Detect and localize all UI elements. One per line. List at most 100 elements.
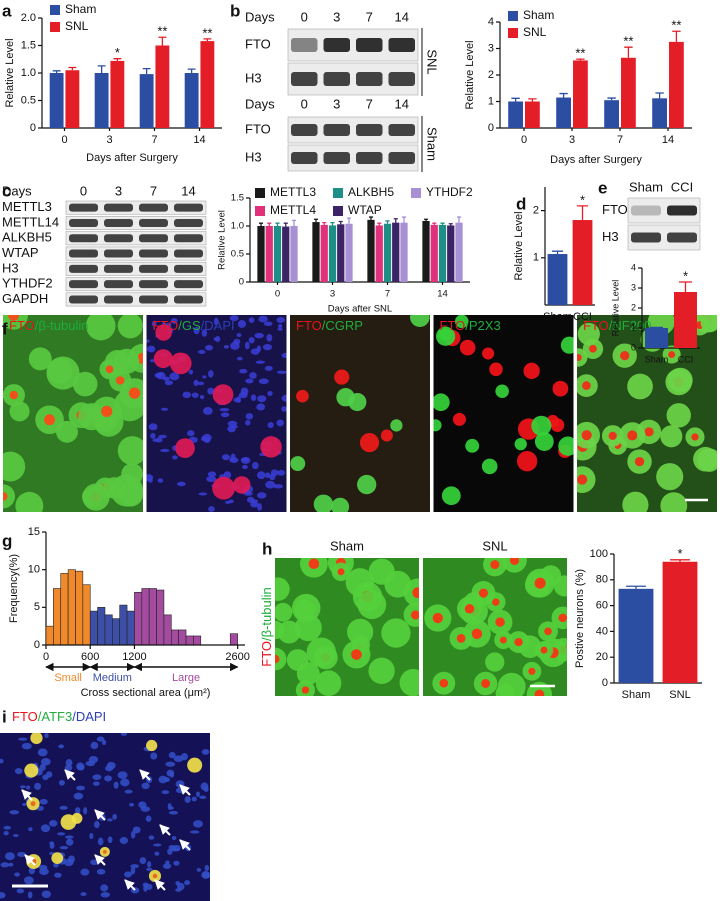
- band: [69, 203, 98, 212]
- nucleus-dot: [239, 368, 248, 374]
- micrograph: [290, 315, 430, 512]
- image-label: FTO/GS/DAPI: [153, 318, 235, 333]
- nucleus-dot: [161, 790, 170, 795]
- cell: [667, 367, 693, 393]
- side-label: Sham: [425, 127, 440, 161]
- band: [323, 124, 350, 136]
- label-part: /DAPI: [72, 709, 106, 724]
- y-tick-label: 0: [602, 677, 608, 689]
- nucleus-dot: [276, 370, 287, 374]
- nucleus-dot: [265, 480, 276, 489]
- cell-nucleus: [464, 604, 475, 614]
- row-label: H3: [245, 70, 262, 85]
- bar: [65, 70, 80, 128]
- blot-header: Days: [245, 9, 275, 24]
- cell-nucleus: [101, 405, 113, 418]
- error-bar: [511, 97, 520, 102]
- y-tick-label: 1: [631, 322, 636, 332]
- error-bar: [258, 222, 264, 226]
- cell-nucleus: [668, 351, 676, 359]
- nucleus-dot: [266, 334, 273, 342]
- nucleus-dot: [58, 779, 65, 786]
- error-bar: [275, 222, 280, 226]
- x-axis-label: Days after Surgery: [86, 152, 178, 164]
- band: [667, 205, 697, 216]
- cell-nucleus: [102, 849, 107, 854]
- nucleus-dot: [193, 379, 199, 386]
- cell-nucleus: [514, 637, 523, 647]
- cell: [465, 438, 480, 453]
- cell: [113, 348, 140, 374]
- lane-label: 0: [80, 183, 87, 198]
- arrow: [154, 879, 166, 891]
- micrograph: [0, 733, 210, 901]
- nucleus-dot: [146, 474, 154, 481]
- nucleus-dot: [58, 744, 65, 749]
- cell: [290, 456, 306, 472]
- x-tick-label: Sham: [645, 354, 669, 364]
- y-tick-label: 15: [28, 526, 40, 538]
- band: [104, 234, 133, 243]
- nucleus-dot: [244, 341, 250, 350]
- histogram-bar: [53, 588, 62, 646]
- legend-swatch: [411, 188, 421, 198]
- label-part: /DAPI: [201, 318, 235, 333]
- cell: [410, 315, 430, 328]
- nucleus-dot: [201, 749, 210, 755]
- nucleus-dot: [267, 422, 274, 429]
- nucleus-dot: [104, 775, 113, 782]
- blot-strip: [65, 292, 207, 307]
- legend-swatch: [50, 5, 60, 15]
- band: [139, 295, 168, 304]
- cell: [15, 491, 44, 512]
- label-part: FTO: [259, 641, 274, 667]
- nucleus-dot: [199, 795, 207, 799]
- bar: [49, 73, 64, 128]
- error-bar: [322, 221, 327, 225]
- nucleus-dot: [164, 380, 173, 386]
- error-bar: [423, 218, 429, 221]
- cell-nucleus: [582, 381, 591, 390]
- band: [388, 124, 415, 136]
- nucleus-dot: [39, 798, 48, 805]
- nucleus-dot: [59, 805, 68, 810]
- y-tick-label: 80: [596, 574, 608, 586]
- nucleus-dot: [0, 892, 6, 899]
- nucleus-dot: [162, 863, 172, 870]
- nucleus-dot: [201, 329, 208, 337]
- error-bar: [576, 58, 585, 61]
- blot-strip: [65, 246, 207, 261]
- y-axis-label: Postive neurons (%): [574, 569, 586, 668]
- cell-nucleus: [490, 560, 500, 570]
- nucleus-dot: [243, 491, 253, 496]
- histogram-bar: [60, 573, 69, 646]
- nucleus-dot: [3, 831, 9, 836]
- cell-nucleus: [432, 612, 443, 624]
- error-bar: [68, 66, 77, 71]
- cell: [153, 349, 173, 369]
- cell: [502, 558, 527, 573]
- nucleus-dot: [197, 381, 205, 386]
- nucleus-dot: [273, 484, 284, 489]
- nucleus-dot: [158, 775, 168, 784]
- cell: [334, 369, 350, 385]
- cell: [306, 637, 336, 667]
- error-bar: [330, 221, 335, 226]
- nucleus-dot: [191, 796, 197, 802]
- error-bar: [576, 205, 589, 221]
- bar: [367, 219, 375, 282]
- label-part: /ATF3: [38, 709, 72, 724]
- blot-strip: [65, 277, 207, 292]
- nucleus-dot: [207, 387, 215, 395]
- panel-letter: i: [2, 707, 7, 726]
- size-range-label: Large: [172, 672, 200, 684]
- y-axis-label: Frequency(%): [8, 554, 20, 623]
- nucleus-dot: [223, 345, 230, 349]
- nucleus-dot: [145, 883, 153, 890]
- nucleus-dot: [241, 457, 249, 462]
- cell: [627, 373, 653, 400]
- nucleus-dot: [256, 403, 266, 411]
- nucleus-dot: [141, 782, 150, 790]
- micrograph: [275, 558, 419, 696]
- bar: [674, 292, 697, 348]
